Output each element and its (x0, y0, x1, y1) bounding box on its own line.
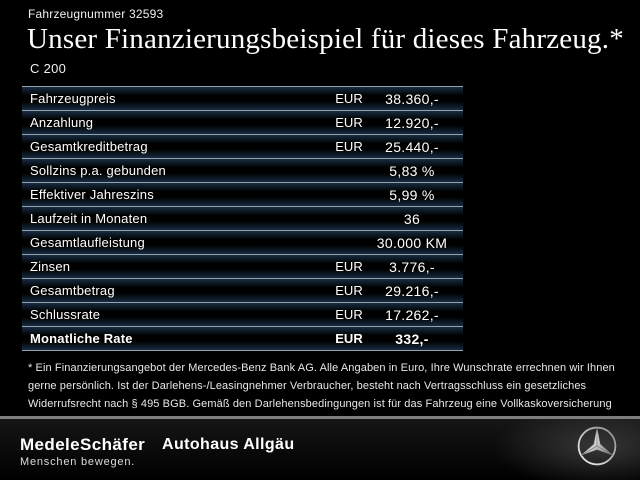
page-title: Unser Finanzierungsbeispiel für dieses F… (27, 23, 624, 55)
row-currency: EUR (335, 91, 363, 106)
row-value: 30.000 KM (376, 234, 448, 251)
footer-divider (0, 416, 640, 419)
row-label: Gesamtbetrag (30, 283, 115, 298)
row-label: Monatliche Rate (30, 331, 133, 346)
model-name: C 200 (30, 61, 67, 76)
row-currency: EUR (335, 139, 363, 154)
dealer-tagline: Menschen bewegen. (20, 456, 136, 468)
row-value: 12.920,- (385, 114, 439, 131)
row-label: Gesamtlaufleistung (30, 235, 145, 250)
table-row: Effektiver Jahreszins 5,99 % (22, 182, 463, 206)
row-value: 38.360,- (385, 90, 439, 107)
row-value: 3.776,- (389, 258, 435, 275)
row-label: Sollzins p.a. gebunden (30, 163, 166, 178)
vehicle-number: Fahrzeugnummer 32593 (28, 7, 164, 21)
footer: MedeleSchäfer Menschen bewegen. Autohaus… (0, 419, 640, 480)
table-row: Zinsen EUR 3.776,- (22, 254, 463, 278)
row-value: 29.216,- (385, 282, 439, 299)
row-value: 5,99 % (389, 186, 435, 203)
table-row: Anzahlung EUR 12.920,- (22, 110, 463, 134)
row-label: Gesamtkreditbetrag (30, 139, 148, 154)
table-row: Gesamtbetrag EUR 29.216,- (22, 278, 463, 302)
row-value: 36 (403, 210, 421, 227)
row-value: 5,83 % (389, 162, 435, 179)
table-row: Laufzeit in Monaten 36 (22, 206, 463, 230)
row-currency: EUR (335, 307, 363, 322)
row-label: Laufzeit in Monaten (30, 211, 148, 226)
table-row: Monatliche Rate EUR 332,- (22, 326, 463, 350)
row-label: Fahrzeugpreis (30, 91, 116, 106)
row-currency: EUR (335, 283, 363, 298)
row-currency: EUR (335, 115, 363, 130)
dealer-secondary-logo: Autohaus Allgäu (162, 436, 295, 453)
row-label: Zinsen (30, 259, 71, 274)
row-value: 25.440,- (385, 138, 439, 155)
row-value: 17.262,- (385, 306, 439, 323)
row-currency: EUR (335, 331, 363, 346)
table-row: Fahrzeugpreis EUR 38.360,- (22, 86, 463, 110)
row-label: Effektiver Jahreszins (30, 187, 154, 202)
table-row: Sollzins p.a. gebunden 5,83 % (22, 158, 463, 182)
dealer-logo: MedeleSchäfer (20, 435, 146, 454)
table-row: Schlussrate EUR 17.262,- (22, 302, 463, 326)
finance-table: Fahrzeugpreis EUR 38.360,- Anzahlung EUR 12.9… (22, 86, 463, 351)
row-currency: EUR (335, 259, 363, 274)
table-row: Gesamtlaufleistung 30.000 KM (22, 230, 463, 254)
mercedes-star-icon (577, 426, 617, 466)
row-value: 332,- (395, 330, 429, 347)
table-row: Gesamtkreditbetrag EUR 25.440,- (22, 134, 463, 158)
row-label: Schlussrate (30, 307, 101, 322)
row-label: Anzahlung (30, 115, 94, 130)
